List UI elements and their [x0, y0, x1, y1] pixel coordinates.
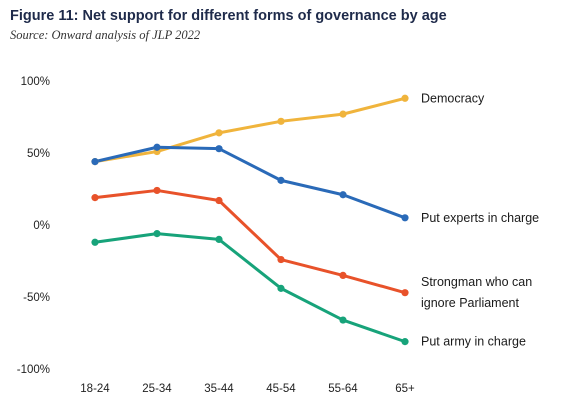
data-point [277, 255, 285, 264]
data-point [339, 271, 347, 279]
series-line [93, 232, 407, 344]
chart-source: Source: Onward analysis of JLP 2022 [10, 28, 201, 42]
series-label: Put experts in charge [421, 211, 539, 225]
data-point [401, 94, 409, 102]
y-tick-label: -50% [23, 292, 50, 304]
data-point [277, 117, 285, 125]
series-label: Democracy [421, 91, 485, 105]
y-tick-label: 0% [33, 220, 50, 232]
series-line [93, 96, 407, 164]
x-tick-label: 65+ [395, 383, 415, 395]
data-point [401, 289, 409, 297]
x-tick-label: 35-44 [204, 383, 234, 395]
data-point [215, 196, 223, 205]
series-label: ignore Parliament [421, 296, 519, 310]
data-point [215, 129, 223, 137]
series-line [93, 188, 407, 295]
data-point [91, 238, 99, 246]
series-line [93, 145, 407, 220]
data-point [215, 235, 223, 243]
series-label: Strongman who can [421, 275, 532, 289]
x-tick-label: 45-54 [266, 383, 296, 395]
chart-title: Figure 11: Net support for different for… [10, 8, 447, 24]
data-point [401, 338, 409, 346]
data-point [215, 145, 223, 153]
data-point [339, 110, 347, 118]
x-tick-label: 25-34 [142, 383, 172, 395]
data-point [277, 176, 285, 184]
data-point [153, 230, 161, 238]
series-label: Put army in charge [421, 335, 526, 349]
data-point [91, 158, 99, 166]
y-tick-label: -100% [17, 364, 50, 376]
x-tick-label: 55-64 [328, 383, 358, 395]
y-tick-label: 100% [21, 76, 50, 88]
data-point [91, 194, 99, 202]
data-point [153, 186, 161, 195]
data-point [339, 316, 347, 324]
data-point [277, 284, 285, 292]
data-point [153, 143, 161, 151]
y-tick-label: 50% [27, 148, 50, 160]
data-point [401, 214, 409, 222]
data-point [339, 191, 347, 199]
x-tick-label: 18-24 [80, 383, 110, 395]
